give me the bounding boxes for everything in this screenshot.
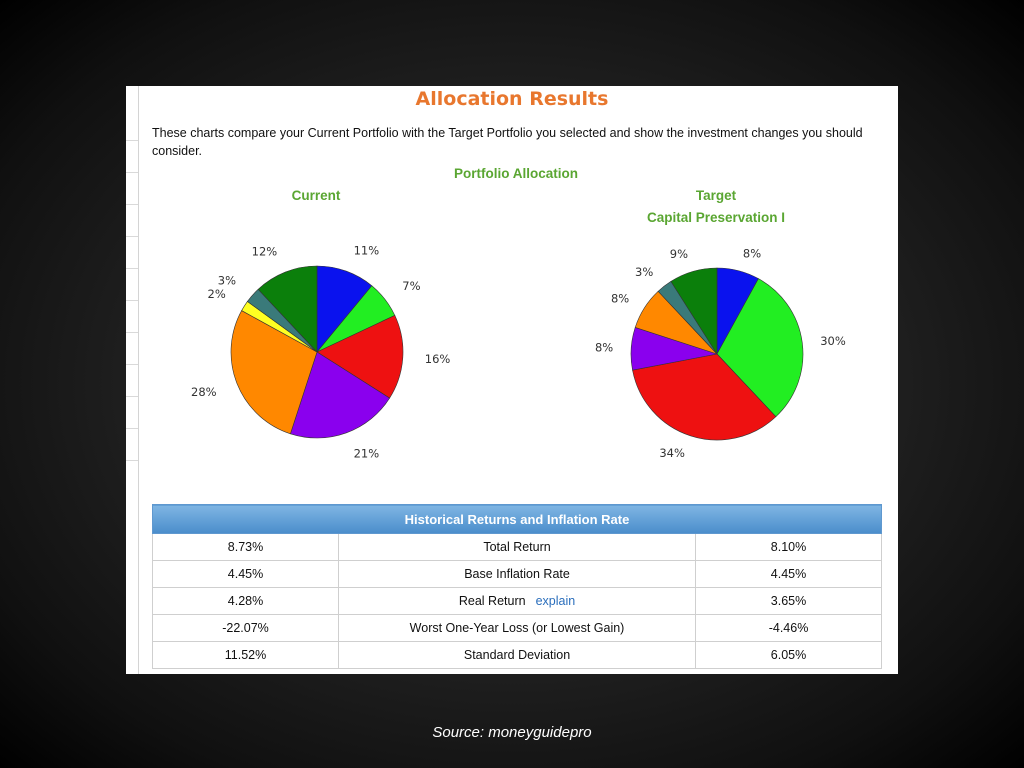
intro-text: These charts compare your Current Portfo…	[152, 126, 863, 158]
slice-label: 30%	[820, 334, 846, 348]
sidebar-divider	[126, 268, 138, 269]
table-row: 8.73% Total Return 8.10%	[152, 533, 882, 561]
metric-label: Total Return	[337, 533, 697, 561]
sidebar-divider	[126, 428, 138, 429]
target-value: -4.46%	[695, 614, 882, 642]
slice-label: 12%	[252, 245, 278, 259]
table-row: 4.28% Real Return explain 3.65%	[152, 587, 882, 615]
sidebar-divider	[126, 172, 138, 173]
sidebar-divider	[126, 140, 138, 141]
pie-slice	[632, 353, 777, 441]
explain-link[interactable]: explain	[535, 594, 576, 608]
slice-label: 11%	[354, 243, 380, 257]
metric-label: Standard Deviation	[337, 641, 697, 669]
slice-label: 3%	[218, 274, 236, 288]
slice-label: 8%	[611, 291, 629, 305]
current-value: 11.52%	[152, 641, 339, 669]
pie-slice	[257, 265, 318, 353]
slice-label: 7%	[402, 279, 420, 293]
sidebar-divider	[126, 396, 138, 397]
pie-charts: 11%7%16%21%28%2%3%12% 8%30%34%8%8%3%9%	[191, 243, 846, 461]
slice-label: 2%	[208, 287, 226, 301]
table-row: 4.45% Base Inflation Rate 4.45%	[152, 560, 882, 588]
sidebar-divider	[126, 204, 138, 205]
table-header: Historical Returns and Inflation Rate	[152, 504, 882, 534]
slice-label: 3%	[635, 265, 653, 279]
sidebar-divider	[126, 236, 138, 237]
current-heading: Current	[291, 188, 341, 203]
returns-table: Historical Returns and Inflation Rate 8.…	[152, 504, 882, 669]
metric-label-cell: Real Return explain	[337, 587, 697, 615]
sidebar-divider	[126, 364, 138, 365]
source-caption: Source: moneyguidepro	[432, 724, 592, 741]
current-value: -22.07%	[152, 614, 339, 642]
current-value: 8.73%	[152, 533, 339, 561]
slice-label: 9%	[670, 247, 688, 261]
target-portfolio-name: Capital Preservation I	[646, 210, 786, 225]
target-value: 4.45%	[695, 560, 882, 588]
table-row: 11.52% Standard Deviation 6.05%	[152, 641, 882, 669]
slice-label: 21%	[354, 447, 380, 461]
allocation-panel: Allocation Results These charts compare …	[126, 86, 898, 674]
target-value: 3.65%	[695, 587, 882, 615]
page-title: Allocation Results	[415, 88, 609, 110]
table-header-row: Historical Returns and Inflation Rate	[152, 504, 882, 534]
table-row: -22.07% Worst One-Year Loss (or Lowest G…	[152, 614, 882, 642]
sidebar-divider	[126, 460, 138, 461]
pie-slice	[290, 351, 391, 439]
slice-label: 8%	[743, 246, 761, 260]
pie-slice	[316, 314, 404, 399]
sidebar-divider	[126, 332, 138, 333]
target-value: 8.10%	[695, 533, 882, 561]
slice-label: 16%	[425, 352, 451, 366]
slice-label: 34%	[659, 446, 685, 460]
pie-slice	[670, 267, 718, 356]
metric-label: Base Inflation Rate	[337, 560, 697, 588]
slice-label: 28%	[191, 385, 217, 399]
pie-slice	[230, 310, 318, 435]
sidebar-strip	[126, 86, 139, 674]
slice-label: 8%	[595, 341, 613, 355]
target-value: 6.05%	[695, 641, 882, 669]
target-heading: Target	[695, 188, 737, 203]
metric-label: Worst One-Year Loss (or Lowest Gain)	[337, 614, 697, 642]
pie-slice	[716, 278, 804, 418]
sidebar-divider	[126, 300, 138, 301]
portfolio-allocation-heading: Portfolio Allocation	[454, 166, 578, 181]
metric-label: Real Return	[458, 594, 526, 608]
current-value: 4.45%	[152, 560, 339, 588]
current-value: 4.28%	[152, 587, 339, 615]
